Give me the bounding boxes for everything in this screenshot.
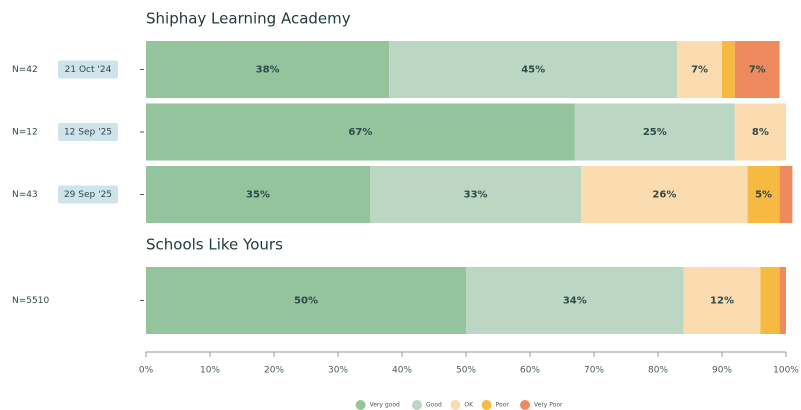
value-label: 35% — [246, 190, 270, 201]
bar-segment — [146, 41, 390, 98]
value-label: 26% — [652, 190, 676, 201]
x-tick-label: 10% — [200, 366, 220, 376]
x-tick-label: 100% — [773, 366, 799, 376]
date-badge — [58, 185, 118, 204]
legend-label: Poor — [496, 402, 510, 409]
bar-segment — [146, 103, 575, 161]
value-label: 25% — [643, 127, 667, 138]
legend-swatch — [412, 400, 422, 410]
legend-label: Very good — [370, 402, 400, 409]
legend-label: OK — [464, 402, 474, 409]
bar-segment — [683, 267, 761, 334]
x-tick-label: 90% — [712, 366, 732, 376]
x-tick-label: 60% — [520, 366, 540, 376]
bar-segment — [581, 166, 748, 223]
bar-segment — [677, 41, 722, 98]
group-title: Shiphay Learning Academy — [146, 10, 351, 28]
date-label: 12 Sep '25 — [64, 128, 112, 138]
bar-segment — [146, 267, 466, 334]
bar-segment — [722, 41, 735, 98]
value-label: 45% — [521, 65, 545, 76]
date-label: 21 Oct '24 — [65, 65, 112, 75]
group-title: Schools Like Yours — [146, 236, 283, 254]
n-label: N=12 — [12, 128, 38, 138]
bar-segment — [466, 267, 684, 334]
legend-swatch — [481, 400, 492, 410]
bar-segment — [389, 41, 678, 98]
x-tick-label: 50% — [456, 366, 476, 376]
bar-segment — [779, 267, 786, 334]
bar-segment — [760, 267, 780, 334]
bar-segment — [734, 103, 786, 161]
legend-swatch — [355, 400, 366, 410]
bar-segment — [779, 166, 793, 223]
value-label: 67% — [348, 127, 372, 138]
bar-segment — [574, 103, 735, 161]
bar-segment — [370, 166, 582, 223]
date-badge — [58, 123, 118, 141]
bar-segment — [734, 41, 780, 98]
n-label: N=43 — [12, 190, 38, 200]
date-badge — [58, 60, 118, 79]
value-label: 38% — [256, 65, 280, 76]
date-label: 29 Sep '25 — [64, 190, 112, 200]
x-tick-label: 30% — [328, 366, 348, 376]
legend-label: Good — [426, 402, 442, 409]
value-label: 7% — [749, 65, 766, 76]
legend-label: Very Poor — [534, 402, 563, 409]
n-label: N=5510 — [12, 296, 49, 306]
bar-segment — [146, 166, 370, 223]
value-label: 12% — [710, 296, 734, 307]
bar-segment — [747, 166, 780, 223]
value-label: 5% — [755, 190, 772, 201]
x-tick-label: 40% — [392, 366, 412, 376]
legend-swatch — [520, 400, 530, 410]
x-tick-label: 80% — [648, 366, 668, 376]
x-tick-label: 70% — [584, 366, 604, 376]
value-label: 8% — [752, 127, 769, 138]
value-label: 7% — [691, 65, 708, 76]
value-label: 34% — [563, 296, 587, 307]
x-tick-label: 20% — [264, 366, 284, 376]
n-label: N=42 — [12, 65, 38, 75]
x-tick-label: 0% — [139, 366, 154, 376]
value-label: 33% — [464, 190, 488, 201]
legend-swatch — [450, 400, 461, 410]
value-label: 50% — [294, 296, 318, 307]
